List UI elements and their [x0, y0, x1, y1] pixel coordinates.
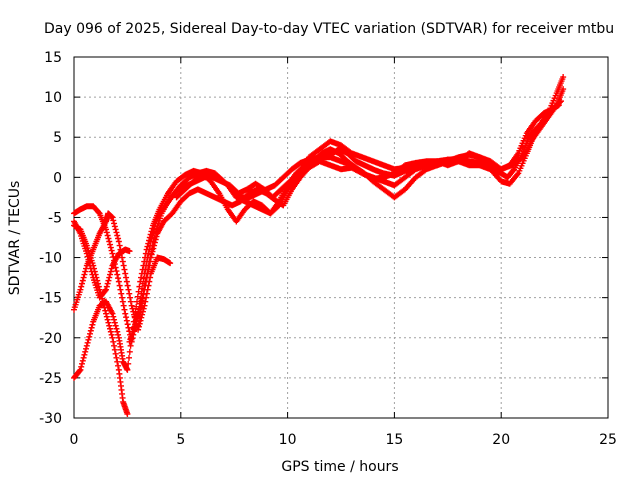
y-tick-label: 0 [53, 170, 62, 186]
x-axis-title: GPS time / hours [281, 459, 398, 475]
y-tick-label: -30 [39, 411, 62, 427]
series-markers [71, 74, 567, 381]
y-tick-label: -15 [39, 291, 62, 307]
tick-labels: 0 5 10 15 20 25 -30 -25 -20 -15 -10 -5 0 5 10 15 [39, 50, 617, 448]
x-tick-label: 25 [599, 432, 617, 448]
series-markers [305, 138, 505, 177]
series-markers [71, 218, 133, 301]
y-tick-label: 5 [53, 130, 62, 146]
x-tick-label: 20 [492, 432, 510, 448]
data-series [71, 218, 133, 301]
data-series [305, 138, 505, 177]
y-tick-label: -10 [39, 251, 62, 267]
x-tick-label: 10 [279, 432, 297, 448]
y-tick-label: -25 [39, 371, 62, 387]
series-markers [173, 86, 567, 217]
chart-title: Day 096 of 2025, Sidereal Day-to-day VTE… [44, 21, 614, 37]
plot-frame [73, 56, 609, 419]
data-series [135, 102, 562, 329]
grid [74, 57, 608, 418]
y-axis-title: SDTVAR / TECUs [7, 181, 23, 296]
x-tick-label: 15 [385, 432, 403, 448]
x-tick-label: 0 [70, 432, 79, 448]
y-tick-label: -20 [39, 331, 62, 347]
y-tick-label: -5 [48, 210, 62, 226]
data-series [173, 86, 567, 217]
series-markers [135, 102, 562, 329]
y-tick-label: 15 [44, 50, 62, 66]
data-series [71, 74, 567, 381]
x-tick-label: 5 [176, 432, 185, 448]
series-group [71, 74, 567, 417]
ticks [73, 56, 609, 419]
y-tick-label: 10 [44, 90, 62, 106]
